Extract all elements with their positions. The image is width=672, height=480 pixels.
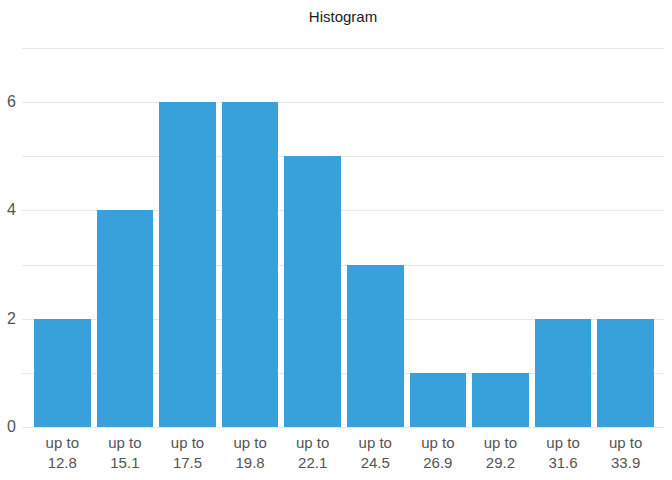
y-tick-label: 0 xyxy=(7,419,16,435)
x-tick-label: up to19.8 xyxy=(222,433,279,473)
x-tick-label: up to12.8 xyxy=(34,433,91,473)
y-axis: 0246 xyxy=(0,48,16,427)
x-tick-label: up to26.9 xyxy=(410,433,467,473)
histogram-bar[interactable] xyxy=(284,156,341,427)
histogram-bar[interactable] xyxy=(347,265,404,427)
gridline xyxy=(22,427,664,428)
plot-area xyxy=(22,48,664,427)
histogram-bar[interactable] xyxy=(535,319,592,427)
y-tick-label: 2 xyxy=(7,310,16,326)
chart-title: Histogram xyxy=(22,8,664,25)
y-tick-label: 4 xyxy=(7,202,16,218)
histogram-bar[interactable] xyxy=(222,102,279,427)
x-tick-label: up to29.2 xyxy=(472,433,529,473)
histogram-bar[interactable] xyxy=(34,319,91,427)
x-tick-label: up to24.5 xyxy=(347,433,404,473)
histogram-bar[interactable] xyxy=(159,102,216,427)
histogram-bar[interactable] xyxy=(597,319,654,427)
x-tick-label: up to33.9 xyxy=(597,433,654,473)
x-tick-label: up to22.1 xyxy=(284,433,341,473)
y-tick-label: 6 xyxy=(7,94,16,110)
histogram-bar[interactable] xyxy=(97,210,154,427)
bars-container xyxy=(34,48,654,427)
histogram-bar[interactable] xyxy=(410,373,467,427)
x-axis: up to12.8up to15.1up to17.5up to19.8up t… xyxy=(34,433,654,473)
histogram-chart: Histogram 0 2 4 6 up to12.8up to15.1up to17… xyxy=(0,0,672,480)
x-tick-label: up to17.5 xyxy=(159,433,216,473)
x-tick-label: up to31.6 xyxy=(535,433,592,473)
histogram-bar[interactable] xyxy=(472,373,529,427)
x-tick-label: up to15.1 xyxy=(97,433,154,473)
